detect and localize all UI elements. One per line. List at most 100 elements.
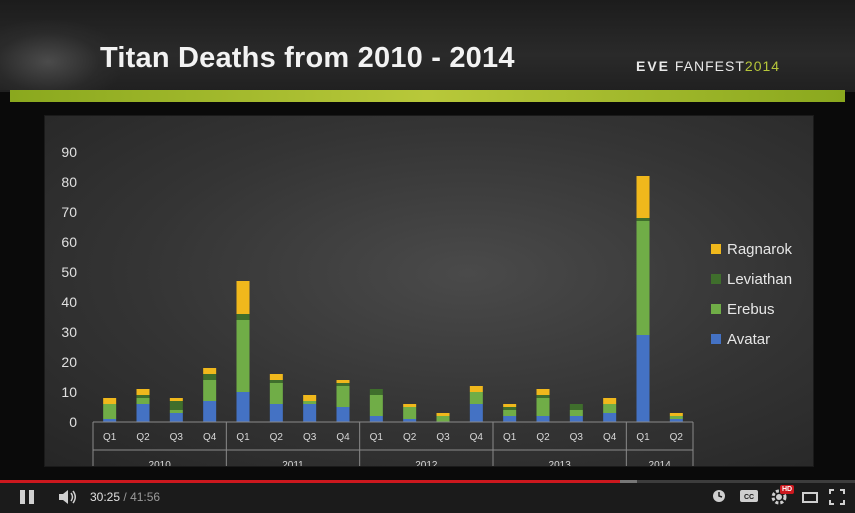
bar-segment-erebus <box>103 404 117 419</box>
slide-title: Titan Deaths from 2010 - 2014 <box>100 42 515 74</box>
y-tick-label: 10 <box>61 384 77 400</box>
legend-item: Ragnarok <box>711 234 792 264</box>
y-tick-label: 50 <box>61 264 77 280</box>
player-controls: 30:25 / 41:56 CC <box>0 480 855 513</box>
pause-icon[interactable] <box>20 490 36 504</box>
time-separator: / <box>123 490 127 504</box>
bar-segment-erebus <box>503 410 517 416</box>
duration: 41:56 <box>130 490 161 504</box>
theater-icon[interactable] <box>802 491 818 503</box>
y-tick-label: 80 <box>61 174 77 190</box>
bar-segment-leviathan <box>503 407 517 410</box>
video-frame[interactable]: Titan Deaths from 2010 - 2014 EVE FANFES… <box>0 0 855 480</box>
y-tick-label: 30 <box>61 324 77 340</box>
bar-segment-avatar <box>203 401 217 422</box>
bar-segment-ragnarok <box>269 374 283 380</box>
legend-item: Avatar <box>711 324 792 354</box>
slide-header <box>0 0 855 92</box>
bar-segment-avatar <box>303 404 317 422</box>
x-tick-label: Q1 <box>103 432 117 443</box>
x-tick-label: Q3 <box>570 432 584 443</box>
bar-segment-avatar <box>536 416 550 422</box>
bar-segment-erebus <box>169 410 183 413</box>
x-tick-label: Q2 <box>270 432 284 443</box>
x-tick-label: Q2 <box>670 432 684 443</box>
current-time: 30:25 <box>90 490 121 504</box>
cc-icon[interactable]: CC <box>740 490 758 502</box>
bar-segment-erebus <box>203 380 217 401</box>
bar-segment-leviathan <box>203 374 217 380</box>
bar-segment-avatar <box>636 335 650 422</box>
x-group-label: 2010 <box>149 460 172 466</box>
bar-segment-erebus <box>236 320 250 392</box>
chart-legend: Ragnarok Leviathan Erebus Avatar <box>711 234 792 354</box>
brand-year: 2014 <box>744 58 781 74</box>
bar-segment-avatar <box>669 419 683 422</box>
y-tick-label: 60 <box>61 234 77 250</box>
bar-segment-erebus <box>536 398 550 416</box>
legend-label: Ragnarok <box>727 240 793 258</box>
bar-segment-avatar <box>369 416 383 422</box>
x-group-label: 2011 <box>282 460 304 466</box>
svg-text:CC: CC <box>744 494 754 501</box>
bar-segment-erebus <box>569 410 583 416</box>
progress-bar[interactable] <box>0 480 855 483</box>
x-tick-label: Q3 <box>436 432 450 443</box>
bar-segment-ragnarok <box>103 398 117 404</box>
bar-segment-ragnarok <box>603 398 617 404</box>
bar-segment-ragnarok <box>169 398 183 401</box>
bar-segment-leviathan <box>336 383 350 386</box>
x-tick-label: Q2 <box>403 432 417 443</box>
bar-segment-ragnarok <box>136 389 150 395</box>
bar-segment-avatar <box>503 416 517 422</box>
stacked-bar-chart: 0 10 20 30 40 50 60 70 80 90 Q1 Q2 Q3 Q4 Q1 Q2 Q3 Q4 Q1 Q2 Q… <box>61 144 694 466</box>
legend-item: Erebus <box>711 294 792 324</box>
bar-segment-avatar <box>603 413 617 422</box>
y-tick-label: 20 <box>61 354 77 370</box>
x-group-label: 2014 <box>649 460 672 466</box>
bar-segment-ragnarok <box>669 413 683 416</box>
bar-segment-leviathan <box>369 389 383 395</box>
bar-segment-erebus <box>336 386 350 407</box>
bar-segment-ragnarok <box>403 404 417 407</box>
bar-segment-ragnarok <box>636 176 650 218</box>
bar-segment-avatar <box>136 404 150 422</box>
hd-badge: HD <box>780 485 795 494</box>
bar-segment-ragnarok <box>436 413 450 416</box>
bar-segment-ragnarok <box>236 281 250 314</box>
y-tick-label: 70 <box>61 204 77 220</box>
bar-segment-avatar <box>103 419 117 422</box>
bar-segment-erebus <box>136 398 150 404</box>
bar-segment-erebus <box>303 401 317 404</box>
progress-played <box>0 480 621 483</box>
bar-segment-leviathan <box>536 395 550 398</box>
bar-segment-erebus <box>269 383 283 404</box>
bar-segment-leviathan <box>269 380 283 383</box>
bar-segment-erebus <box>603 404 617 413</box>
legend-swatch <box>711 334 721 344</box>
x-tick-label: Q1 <box>503 432 517 443</box>
header-accent-bar <box>10 90 845 102</box>
bar-segment-avatar <box>269 404 283 422</box>
bar-segment-ragnarok <box>203 368 217 374</box>
time-display: 30:25 / 41:56 <box>90 490 160 504</box>
volume-icon[interactable] <box>58 490 78 504</box>
legend-swatch <box>711 244 721 254</box>
bar-segment-avatar <box>336 407 350 422</box>
bar-segment-leviathan <box>236 314 250 320</box>
bar-segment-leviathan <box>636 218 650 221</box>
bar-segment-leviathan <box>136 395 150 398</box>
gear-icon[interactable] <box>770 488 788 506</box>
x-tick-label: Q1 <box>636 432 650 443</box>
x-tick-label: Q4 <box>470 432 484 443</box>
bar-segment-erebus <box>436 416 450 422</box>
clock-icon[interactable] <box>712 489 726 503</box>
bar-segment-leviathan <box>169 401 183 410</box>
bar-segment-ragnarok <box>503 404 517 407</box>
bar-segment-ragnarok <box>469 386 483 392</box>
x-tick-label: Q3 <box>303 432 317 443</box>
legend-label: Erebus <box>727 300 775 318</box>
fullscreen-icon[interactable] <box>829 489 845 505</box>
bar-segment-avatar <box>236 392 250 422</box>
